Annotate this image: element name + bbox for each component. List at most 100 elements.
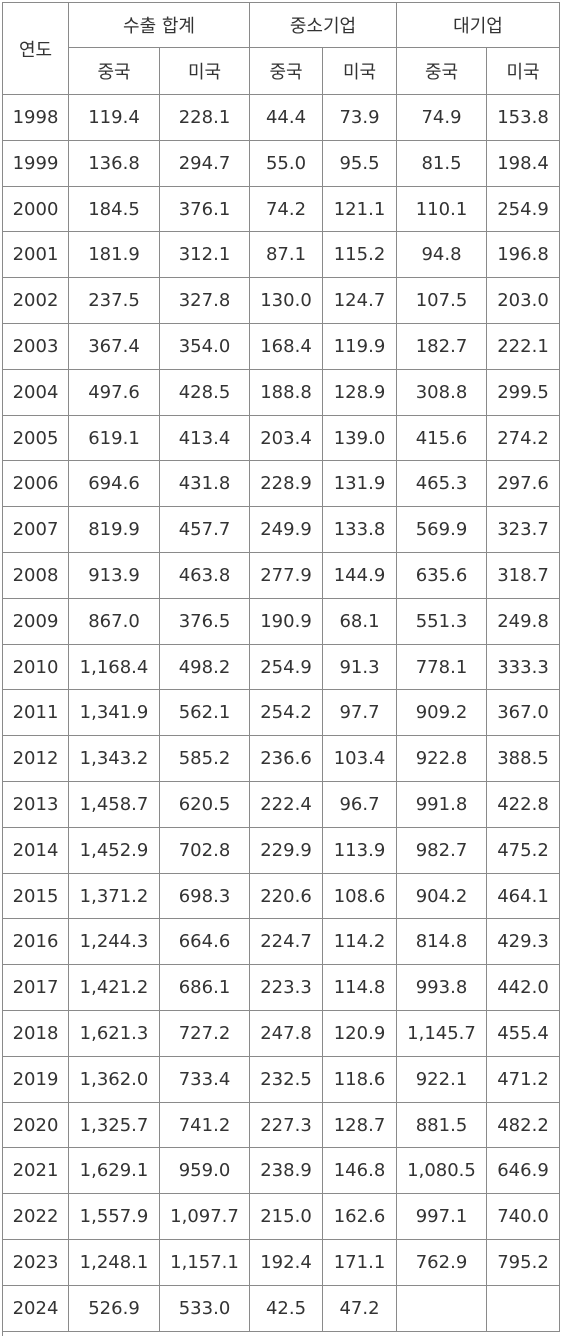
- value-cell: 95.5: [323, 141, 397, 187]
- value-cell: 959.0: [160, 1148, 250, 1194]
- sub-header: 중국: [69, 48, 160, 95]
- value-cell: 323.7: [487, 507, 560, 553]
- year-cell: 2023: [3, 1240, 69, 1286]
- value-cell: 686.1: [160, 965, 250, 1011]
- value-cell: 388.5: [487, 736, 560, 782]
- value-cell: 620.5: [160, 782, 250, 828]
- value-cell: 308.8: [397, 370, 487, 416]
- value-cell: 1,145.7: [397, 1011, 487, 1057]
- value-cell: 121.1: [323, 187, 397, 232]
- value-cell: 133.8: [323, 507, 397, 553]
- year-header: 연도: [3, 3, 69, 95]
- value-cell: 254.9: [250, 645, 323, 690]
- year-cell: 1998: [3, 95, 69, 141]
- value-cell: 415.6: [397, 416, 487, 461]
- year-cell: 2019: [3, 1057, 69, 1103]
- value-cell: 44.4: [250, 95, 323, 141]
- sub-header: 미국: [487, 48, 560, 95]
- value-cell: 619.1: [69, 416, 160, 461]
- value-cell: 220.6: [250, 874, 323, 919]
- year-cell: 2002: [3, 278, 69, 324]
- year-cell: 2018: [3, 1011, 69, 1057]
- value-cell: 422.8: [487, 782, 560, 828]
- value-cell: 698.3: [160, 874, 250, 919]
- value-cell: 1,168.4: [69, 645, 160, 690]
- value-cell: 740.0: [487, 1194, 560, 1240]
- value-cell: 922.8: [397, 736, 487, 782]
- value-cell: 922.1: [397, 1057, 487, 1103]
- year-cell: 2012: [3, 736, 69, 782]
- value-cell: 277.9: [250, 553, 323, 599]
- year-cell: 2024: [3, 1286, 69, 1332]
- value-cell: 96.7: [323, 782, 397, 828]
- value-cell: 526.9: [69, 1286, 160, 1332]
- year-cell: 2001: [3, 232, 69, 278]
- value-cell: 367.0: [487, 690, 560, 736]
- value-cell: 124.7: [323, 278, 397, 324]
- value-cell: 354.0: [160, 324, 250, 370]
- value-cell: 727.2: [160, 1011, 250, 1057]
- group-header: 수출 합계: [69, 3, 250, 48]
- value-cell: 114.8: [323, 965, 397, 1011]
- year-cell: 2017: [3, 965, 69, 1011]
- value-cell: 222.1: [487, 324, 560, 370]
- value-cell: 294.7: [160, 141, 250, 187]
- value-cell: 91.3: [323, 645, 397, 690]
- value-cell: [397, 1286, 487, 1332]
- value-cell: 139.0: [323, 416, 397, 461]
- value-cell: 114.2: [323, 919, 397, 965]
- value-cell: 1,452.9: [69, 828, 160, 874]
- year-cell: 2022: [3, 1194, 69, 1240]
- value-cell: 215.0: [250, 1194, 323, 1240]
- value-cell: 68.1: [323, 599, 397, 645]
- value-cell: 457.7: [160, 507, 250, 553]
- value-cell: 97.7: [323, 690, 397, 736]
- value-cell: 867.0: [69, 599, 160, 645]
- value-cell: 498.2: [160, 645, 250, 690]
- value-cell: 229.9: [250, 828, 323, 874]
- value-cell: 228.1: [160, 95, 250, 141]
- value-cell: 1,157.1: [160, 1240, 250, 1286]
- value-cell: 128.9: [323, 370, 397, 416]
- value-cell: 376.1: [160, 187, 250, 232]
- value-cell: 497.6: [69, 370, 160, 416]
- group-header: 대기업: [397, 3, 560, 48]
- value-cell: 694.6: [69, 461, 160, 507]
- value-cell: 1,343.2: [69, 736, 160, 782]
- value-cell: 376.5: [160, 599, 250, 645]
- value-cell: 297.6: [487, 461, 560, 507]
- value-cell: 471.2: [487, 1057, 560, 1103]
- value-cell: 108.6: [323, 874, 397, 919]
- value-cell: 1,421.2: [69, 965, 160, 1011]
- value-cell: 198.4: [487, 141, 560, 187]
- value-cell: 1,629.1: [69, 1148, 160, 1194]
- value-cell: 909.2: [397, 690, 487, 736]
- value-cell: 733.4: [160, 1057, 250, 1103]
- value-cell: 1,097.7: [160, 1194, 250, 1240]
- value-cell: 182.7: [397, 324, 487, 370]
- sub-header: 중국: [250, 48, 323, 95]
- year-cell: 2011: [3, 690, 69, 736]
- value-cell: 778.1: [397, 645, 487, 690]
- value-cell: 55.0: [250, 141, 323, 187]
- value-cell: 464.1: [487, 874, 560, 919]
- value-cell: [487, 1286, 560, 1332]
- value-cell: 1,325.7: [69, 1103, 160, 1148]
- value-cell: 455.4: [487, 1011, 560, 1057]
- value-cell: 913.9: [69, 553, 160, 599]
- value-cell: 228.9: [250, 461, 323, 507]
- value-cell: 227.3: [250, 1103, 323, 1148]
- value-cell: 562.1: [160, 690, 250, 736]
- year-cell: 2006: [3, 461, 69, 507]
- year-cell: 2008: [3, 553, 69, 599]
- value-cell: 991.8: [397, 782, 487, 828]
- value-cell: 232.5: [250, 1057, 323, 1103]
- value-cell: 1,557.9: [69, 1194, 160, 1240]
- sub-header: 중국: [397, 48, 487, 95]
- value-cell: 146.8: [323, 1148, 397, 1194]
- value-cell: 795.2: [487, 1240, 560, 1286]
- value-cell: 1,458.7: [69, 782, 160, 828]
- value-cell: 130.0: [250, 278, 323, 324]
- year-cell: 2015: [3, 874, 69, 919]
